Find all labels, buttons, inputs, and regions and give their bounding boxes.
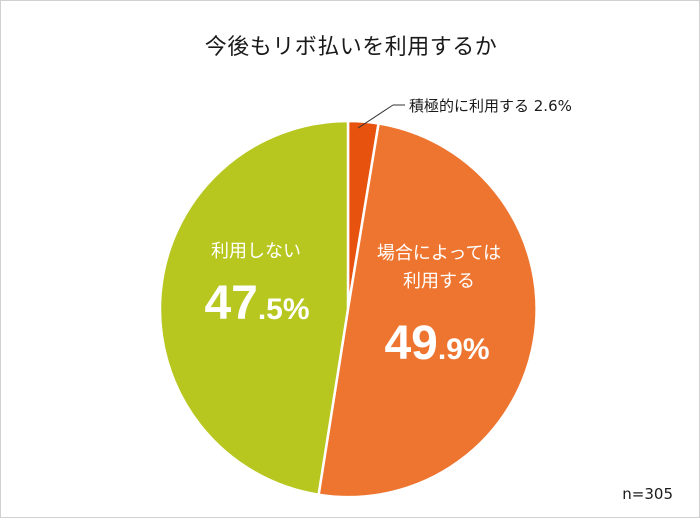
slice-value-conditional-int: 49 [384, 317, 437, 370]
slice-value-conditional: 49.9% [384, 317, 489, 370]
slice-label-conditional-line1: 場合によっては [377, 243, 501, 264]
slice-value-not-use-dec: .5% [258, 293, 310, 326]
sample-size-note: n=305 [622, 485, 673, 503]
slice-value-not-use: 47.5% [204, 277, 309, 330]
slice-label-conditional-line2: 利用する [403, 271, 475, 292]
slice-conditional-use [317, 122, 538, 499]
chart-title: 今後もリボ払いを利用するか [204, 35, 498, 60]
slice-value-conditional-dec: .9% [438, 333, 490, 366]
slice-not-use [158, 119, 350, 496]
slice-label-not-use: 利用しない [211, 241, 301, 262]
slice-label-active-use: 積極的に利用する 2.6% [409, 97, 572, 115]
callout-leader-line [357, 104, 394, 129]
slice-value-not-use-int: 47 [204, 277, 257, 330]
